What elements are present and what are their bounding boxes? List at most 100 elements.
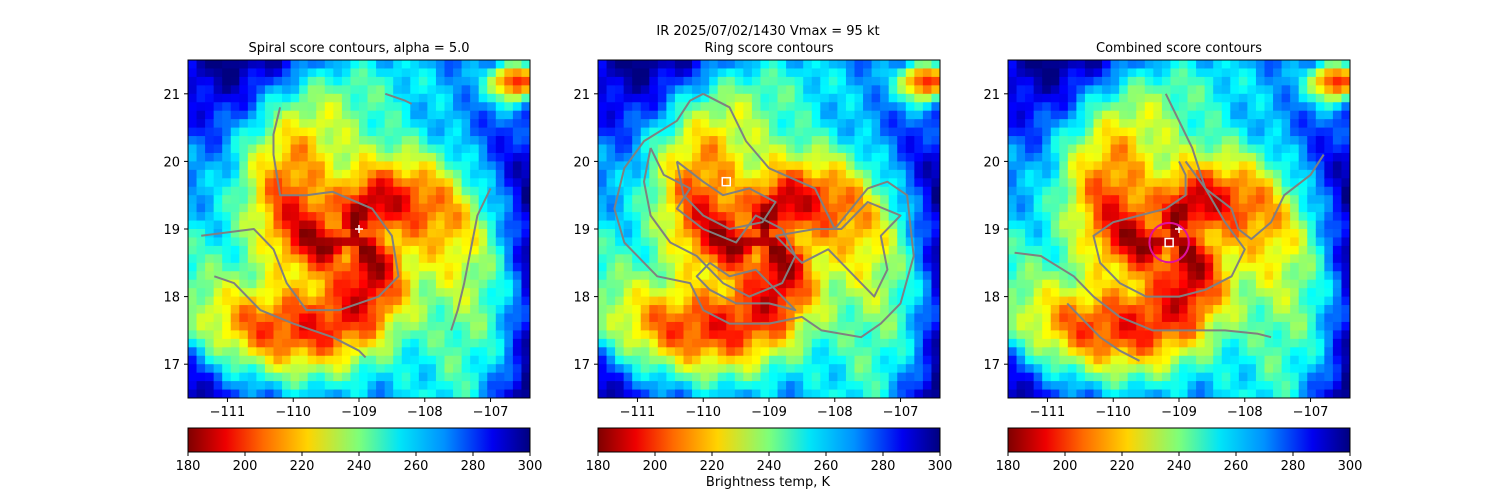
ir-pixel [282,220,292,230]
ir-pixel [880,93,890,103]
ir-pixel [247,288,257,298]
ir-pixel [1127,76,1137,86]
ir-pixel [897,237,907,247]
ir-pixel [359,229,369,239]
ir-pixel [273,169,283,179]
ir-pixel [316,127,326,137]
ir-pixel [1033,338,1043,348]
ir-pixel [1315,203,1325,213]
ir-pixel [1144,313,1154,323]
ir-pixel [478,136,488,146]
ir-pixel [427,68,437,78]
ir-pixel [845,119,856,129]
ir-pixel [1221,93,1231,103]
x-tick-label: −111 [1030,405,1066,420]
ir-pixel [1084,355,1095,365]
ir-pixel [1255,347,1266,357]
ir-pixel [863,321,873,331]
ir-pixel [1059,203,1069,213]
ir-pixel [264,195,275,205]
ir-pixel [1093,271,1103,281]
ir-pixel [256,389,266,398]
ir-pixel [863,152,873,162]
ir-pixel [350,195,360,205]
ir-pixel [282,60,292,70]
ir-pixel [717,254,727,264]
ir-pixel [1127,338,1137,348]
ir-pixel [1136,237,1146,247]
ir-pixel [674,355,685,365]
ir-pixel [196,321,206,331]
ir-pixel [1273,271,1283,281]
ir-pixel [1324,372,1334,382]
ir-pixel [1008,186,1018,196]
ir-pixel [487,212,497,222]
ir-pixel [1213,127,1223,137]
ir-pixel [1230,127,1240,137]
ir-pixel [264,372,275,382]
ir-pixel [504,68,514,78]
ir-pixel [914,203,924,213]
ir-pixel [376,152,386,162]
ir-pixel [213,195,223,205]
ir-pixel [666,60,676,70]
ir-pixel [1093,195,1103,205]
ir-pixel [1059,288,1069,298]
ir-pixel [769,372,779,382]
ir-pixel [453,136,463,146]
ir-pixel [760,372,770,382]
ir-pixel [290,355,300,365]
ir-pixel [803,127,813,137]
ir-pixel [256,245,266,255]
ir-pixel [1290,254,1300,264]
ir-pixel [1332,220,1343,230]
ir-pixel [914,186,924,196]
ir-pixel [1213,144,1223,154]
ir-pixel [230,305,240,315]
ir-pixel [1230,279,1240,289]
ir-pixel [623,93,633,103]
x-tick-label: −111 [620,405,656,420]
ir-pixel [1179,161,1189,171]
ir-pixel [239,102,249,112]
ir-pixel [863,76,873,86]
ir-pixel [905,186,915,196]
ir-pixel [897,338,907,348]
ir-pixel [1016,262,1026,272]
ir-pixel [470,102,480,112]
ir-pixel [1315,229,1325,239]
ir-pixel [1315,60,1325,70]
ir-pixel [222,169,232,179]
ir-pixel [751,347,762,357]
ir-pixel [1084,212,1095,222]
ir-pixel [213,355,223,365]
ir-pixel [828,330,838,340]
ir-pixel [683,85,693,95]
ir-pixel [316,389,326,398]
ir-pixel [1050,169,1060,179]
ir-pixel [649,169,659,179]
ir-pixel [435,288,446,298]
ir-pixel [273,102,283,112]
ir-pixel [897,136,907,146]
ir-pixel [743,212,753,222]
ir-pixel [828,195,838,205]
ir-pixel [777,372,787,382]
ir-pixel [1042,288,1052,298]
ir-pixel [1213,195,1223,205]
ir-pixel [521,229,530,239]
colorbar [1007,427,1351,453]
ir-pixel [674,102,685,112]
ir-pixel [615,254,625,264]
ir-pixel [734,347,744,357]
ir-pixel [1341,245,1350,255]
colorbar-tick-label: 280 [871,459,896,474]
ir-pixel [1273,372,1283,382]
ir-pixel [1059,60,1069,70]
ir-pixel [803,102,813,112]
ir-pixel [837,152,847,162]
ir-pixel [1324,136,1334,146]
ir-pixel [1110,161,1120,171]
ir-pixel [1136,152,1146,162]
ir-pixel [1161,305,1172,315]
